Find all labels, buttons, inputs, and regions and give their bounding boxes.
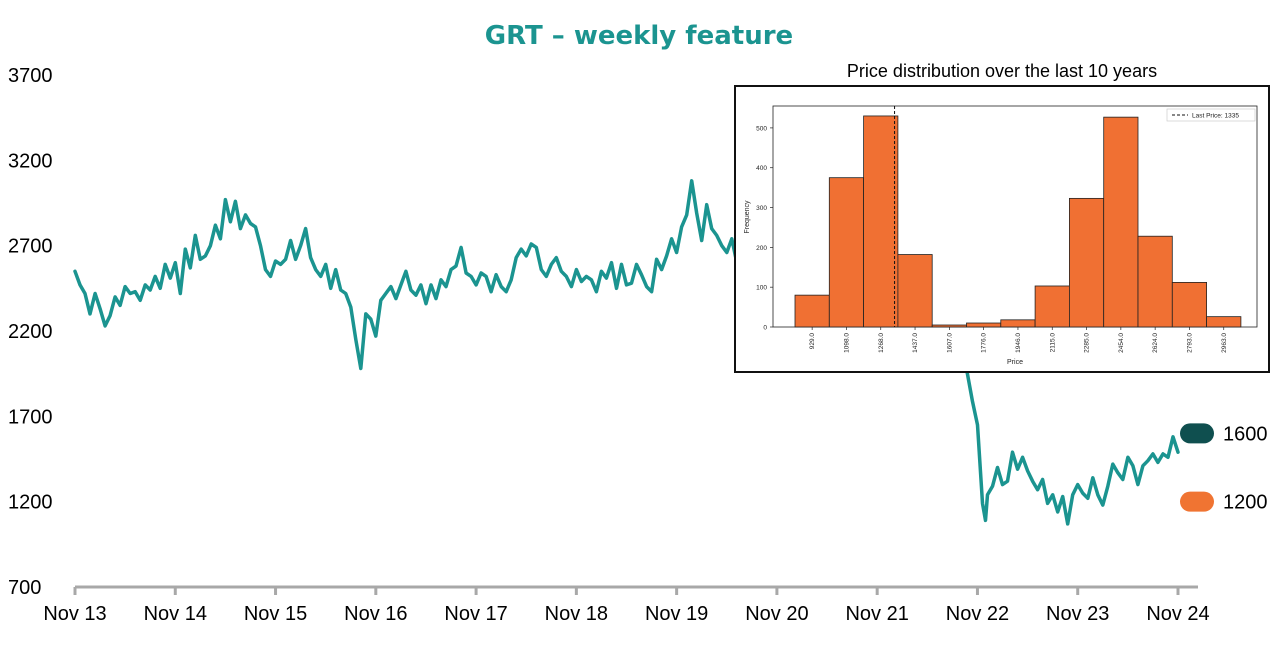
histogram-bar <box>1103 116 1139 328</box>
hist-y-tick-label: 200 <box>756 245 767 252</box>
hist-x-tick-label: 2624.0 <box>1152 333 1159 353</box>
hist-x-tick-label: 1946.0 <box>1015 333 1022 353</box>
y-tick-label: 2700 <box>8 236 53 258</box>
price-series-line <box>73 179 1180 526</box>
histogram-bar <box>1171 282 1208 328</box>
x-tick-label: Nov 22 <box>946 603 1009 625</box>
histogram-bar <box>794 294 830 328</box>
histogram-bars <box>794 115 1242 328</box>
histogram-y-ticks: 0 100 200 300 400 500 <box>756 125 773 332</box>
price-badge <box>1180 491 1214 512</box>
hist-y-tick-label: 100 <box>756 285 767 292</box>
histogram-bar <box>897 254 933 328</box>
hist-y-tick-label: 0 <box>763 325 767 332</box>
hist-x-tick-label: 2963.0 <box>1221 333 1228 353</box>
hist-x-tick-label: 929.0 <box>809 333 816 350</box>
x-tick-label: Nov 23 <box>1046 603 1109 625</box>
hist-x-tick-label: 1268.0 <box>878 333 885 353</box>
chart-title: GRT – weekly feature <box>485 21 793 51</box>
x-tick-label: Nov 18 <box>545 603 608 625</box>
hist-x-tick-label: 1437.0 <box>912 333 919 353</box>
y-tick-label: 1200 <box>8 492 53 514</box>
hist-x-tick-label: 2454.0 <box>1118 333 1125 353</box>
histogram-bar <box>1069 197 1105 328</box>
histogram-bar <box>966 322 1002 328</box>
hist-y-tick-label: 300 <box>756 205 767 212</box>
price-level-badges: 1600 1200 <box>1180 423 1268 514</box>
x-tick-label: Nov 13 <box>43 603 106 625</box>
x-tick-label: Nov 17 <box>444 603 507 625</box>
x-tick-label: Nov 15 <box>244 603 307 625</box>
histogram-bar <box>828 177 864 328</box>
x-tick-label: Nov 24 <box>1146 603 1209 625</box>
histogram-title: Price distribution over the last 10 year… <box>847 61 1157 81</box>
price-badge-label: 1600 <box>1223 423 1268 445</box>
price-badge-label: 1200 <box>1223 492 1268 514</box>
x-tick-label: Nov 14 <box>144 603 207 625</box>
y-axis-ticks: 3700 3200 2700 2200 1700 1200 700 <box>8 65 53 599</box>
hist-x-tick-label: 1607.0 <box>946 333 953 353</box>
x-axis-ticks: Nov 13 Nov 14 Nov 15 Nov 16 Nov 17 Nov 18 Nov … <box>43 587 1210 625</box>
histogram-ylabel: Frequency <box>744 200 751 234</box>
histogram-legend: Last Price: 1335 <box>1166 108 1256 122</box>
y-tick-label: 2200 <box>8 321 53 343</box>
x-tick-label: Nov 20 <box>745 603 808 625</box>
histogram-bar <box>863 115 899 328</box>
y-tick-label: 1700 <box>8 406 53 428</box>
hist-y-tick-label: 400 <box>756 165 767 172</box>
y-tick-label: 3700 <box>8 65 53 87</box>
hist-y-tick-label: 500 <box>756 125 767 132</box>
y-tick-label: 3200 <box>8 150 53 172</box>
hist-x-tick-label: 1776.0 <box>981 333 988 353</box>
hist-x-tick-label: 1098.0 <box>843 333 850 353</box>
histogram-bar <box>1206 316 1242 328</box>
histogram-x-ticks: 929.0 1098.0 1268.0 1437.0 1607.0 1776.0 1946.… <box>809 327 1228 353</box>
x-tick-label: Nov 16 <box>344 603 407 625</box>
hist-x-tick-label: 2285.0 <box>1084 333 1091 353</box>
histogram-bar <box>1034 285 1070 328</box>
hist-x-tick-label: 2793.0 <box>1186 333 1193 353</box>
histogram-bar <box>1137 235 1173 328</box>
histogram-bar <box>931 324 967 328</box>
hist-x-tick-label: 2115.0 <box>1049 333 1056 353</box>
histogram-bar <box>1000 319 1036 328</box>
legend-label: Last Price: 1335 <box>1192 113 1239 120</box>
price-badge <box>1180 423 1214 444</box>
x-tick-label: Nov 21 <box>845 603 908 625</box>
x-tick-label: Nov 19 <box>645 603 708 625</box>
histogram-xlabel: Price <box>1007 359 1023 366</box>
y-tick-label: 700 <box>8 577 41 599</box>
